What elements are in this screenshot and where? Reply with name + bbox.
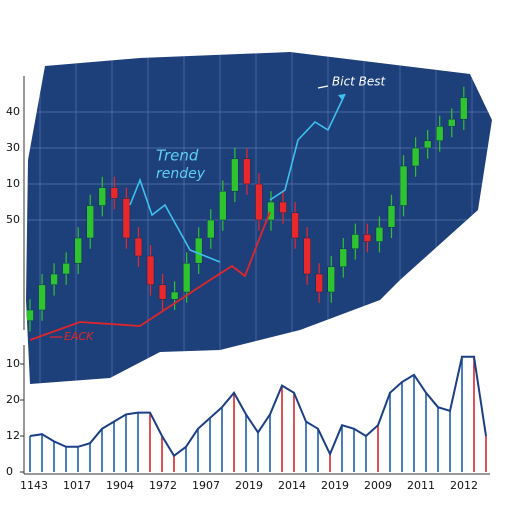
candle-body (170, 291, 179, 300)
candle-body (194, 237, 203, 264)
candle-body (267, 201, 275, 221)
candle-body (327, 266, 335, 293)
bottom-plot (20, 355, 487, 473)
candle-body (411, 147, 420, 167)
x-tick-label: 1017 (63, 479, 91, 492)
candle-body (122, 198, 131, 239)
candle-body (339, 248, 348, 268)
candle-body (231, 158, 239, 192)
y-tick-label: 30 (6, 141, 20, 154)
candle-body (435, 126, 444, 142)
annotation: Bict Best (332, 75, 387, 89)
x-tick-label: 2019 (235, 479, 263, 492)
candle-body (98, 187, 107, 206)
candle-body (146, 255, 155, 286)
x-tick-label: 2011 (407, 479, 435, 492)
candle-body (255, 183, 263, 221)
candle-body (291, 212, 299, 239)
candle-body (134, 237, 143, 257)
x-tick-label: 1143 (20, 479, 48, 492)
y-tick-label: 50 (6, 213, 20, 226)
annotation: rendey (156, 166, 206, 182)
x-tick-label: 2009 (364, 479, 392, 492)
candle-body (38, 284, 46, 311)
candle-body (243, 158, 251, 185)
annotation: EACK (64, 330, 94, 343)
y-tick-label: 10 (6, 177, 20, 190)
candle-body (387, 205, 396, 228)
candle-body (423, 140, 432, 149)
y-tick-label: 10 (6, 357, 20, 370)
x-tick-label: 1972 (149, 479, 177, 492)
trend-line (29, 211, 271, 341)
x-tick-label: 2014 (278, 479, 306, 492)
candle-body (110, 187, 119, 199)
candle-body (182, 262, 191, 293)
y-tick-label: 0 (6, 465, 13, 478)
candle-body (399, 165, 408, 206)
candle-body (460, 97, 468, 120)
candle-body (26, 309, 34, 322)
x-tick-label: 2019 (321, 479, 349, 492)
y-tick-label: 40 (6, 105, 20, 118)
candle-body (315, 273, 323, 293)
x-tick-label: 2012 (450, 479, 478, 492)
candle-body (279, 201, 287, 214)
candle-body (158, 284, 167, 300)
candle-body (62, 262, 70, 275)
x-tick-label: 1907 (192, 479, 220, 492)
candle-body (303, 237, 311, 275)
candle-body (351, 234, 360, 250)
trend-line (129, 177, 221, 263)
trend-line (269, 93, 346, 201)
arrow (338, 94, 345, 100)
y-tick-label: 20 (6, 393, 20, 406)
candle-body (448, 118, 456, 127)
candle-body (74, 237, 82, 264)
arrow (317, 85, 329, 89)
candle-body (207, 219, 215, 239)
y-tick-label: 12 (6, 429, 20, 442)
outline (29, 355, 487, 458)
candle-body (375, 226, 384, 242)
candle-body (86, 205, 94, 239)
candle-body (363, 234, 372, 242)
candle-body (50, 273, 58, 286)
annotation: Trend (156, 147, 199, 165)
candle-body (219, 190, 227, 221)
x-tick-label: 1904 (106, 479, 134, 492)
